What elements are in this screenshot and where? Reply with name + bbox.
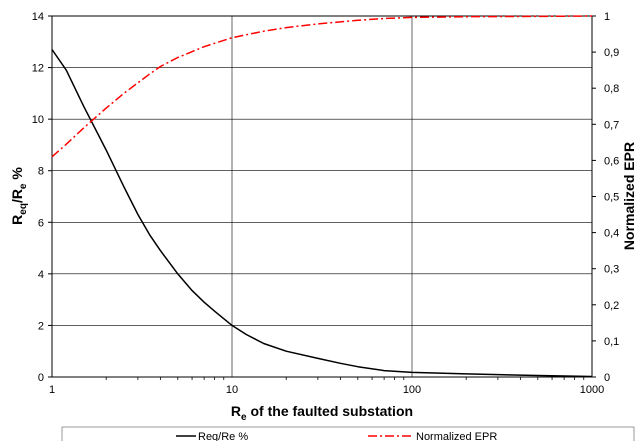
y-left-tick-label: 4 (38, 269, 44, 281)
x-tick-label: 1000 (580, 384, 604, 396)
y-axis-right-title: Normalized EPR (621, 142, 637, 250)
legend-box (61, 426, 635, 441)
y-right-tick-label: 0,7 (604, 119, 619, 131)
y-right-tick-label: 0,3 (604, 264, 619, 276)
x-tick-label: 100 (403, 384, 421, 396)
y-left-tick-label: 8 (38, 166, 44, 178)
x-axis-title: Re of the faulted substation (231, 403, 413, 423)
y-right-tick-label: 0,1 (604, 336, 619, 348)
series-lines (51, 15, 593, 378)
series-line-0 (51, 49, 593, 378)
y-right-tick-label: 0,8 (604, 83, 619, 95)
y-left-tick-label: 10 (32, 114, 44, 126)
y-left-tick-label: 0 (38, 372, 44, 384)
y-left-tick-label: 2 (38, 320, 44, 332)
y-left-tick-label: 12 (32, 63, 44, 75)
x-tick-label: 10 (226, 384, 238, 396)
y-axis-left-title: Req/Re % (9, 167, 29, 225)
y-right-tick-label: 0,5 (604, 192, 619, 204)
y-left-tick-label: 6 (38, 217, 44, 229)
legend: Req/Re % Normalized EPR (61, 426, 635, 441)
y-right-tick-label: 0,9 (604, 47, 619, 59)
y-right-tick-label: 0,6 (604, 155, 619, 167)
y-right-tick-label: 0,2 (604, 300, 619, 312)
y-right-tick-label: 0 (604, 372, 610, 384)
x-tick-label: 1 (49, 384, 55, 396)
series-line-1 (51, 15, 593, 158)
y-left-tick-label: 14 (32, 11, 44, 23)
tick-labels: 0 2 4 6 8 10 12 14 0 0,1 0,2 0,3 0,4 0,5 0,6 0,7 0,8 0,9 1… (32, 11, 620, 396)
legend-label-normalized-epr: Normalized EPR (416, 431, 497, 441)
legend-label-req-re: Req/Re % (198, 431, 248, 441)
y-right-tick-label: 1 (604, 11, 610, 23)
y-right-tick-label: 0,4 (604, 228, 619, 240)
gridlines (51, 15, 593, 378)
plot-area-border (51, 15, 593, 378)
